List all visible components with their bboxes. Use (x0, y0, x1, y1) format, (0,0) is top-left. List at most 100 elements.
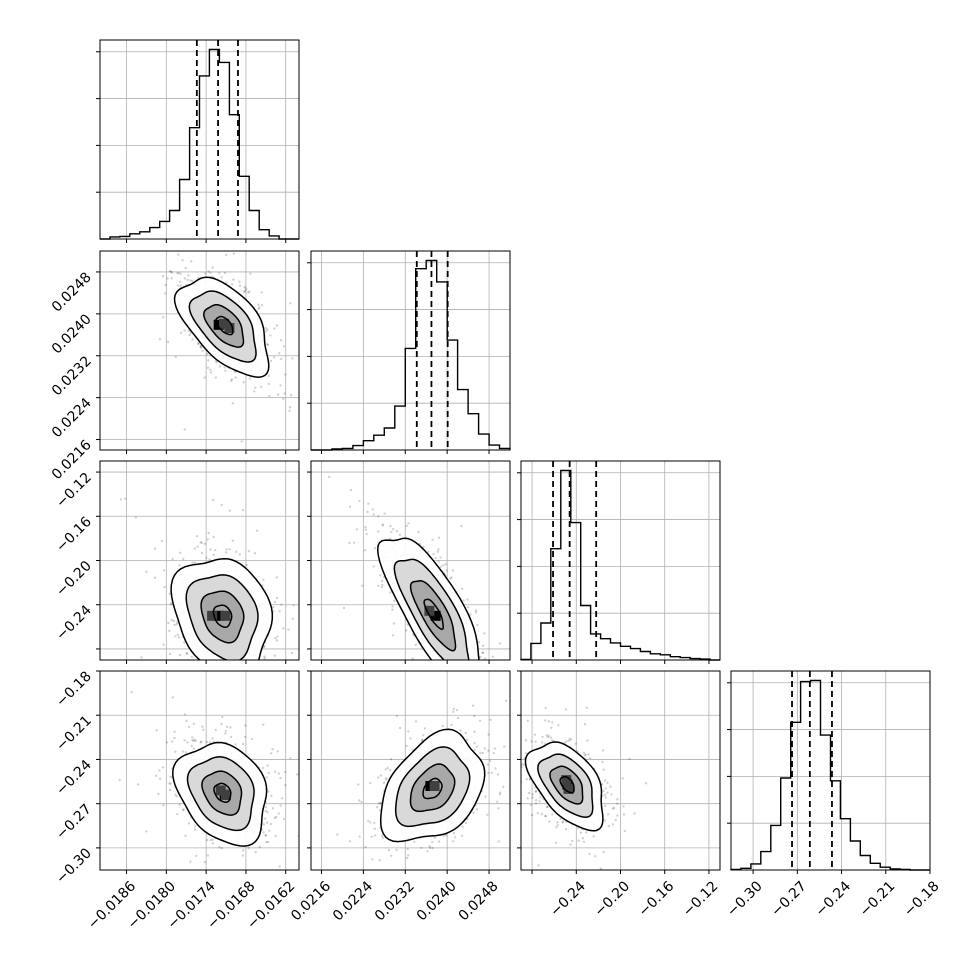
sample-point (250, 737, 254, 741)
sample-point (475, 745, 479, 748)
sample-point (266, 840, 270, 844)
sample-point (431, 840, 434, 844)
sample-point (363, 549, 367, 552)
sample-point (431, 538, 434, 542)
sample-point (307, 843, 309, 845)
sample-point (437, 548, 440, 551)
sample-point (244, 724, 247, 727)
sample-point (481, 695, 483, 697)
sample-point (405, 856, 409, 860)
sample-point (433, 681, 435, 683)
sample-point (431, 846, 434, 850)
sample-point (481, 721, 483, 723)
sample-point (439, 565, 442, 568)
sample-point (474, 677, 476, 679)
sample-point (257, 303, 260, 306)
sample-point (179, 272, 182, 275)
sample-point (218, 846, 221, 849)
sample-point (254, 851, 257, 854)
sample-point (232, 252, 235, 255)
sample-point (266, 343, 270, 347)
sample-point (211, 737, 214, 740)
sample-point (478, 812, 480, 814)
sample-point (466, 885, 468, 887)
sample-point (414, 643, 417, 647)
sample-point (183, 329, 186, 332)
sample-point (176, 633, 180, 636)
sample-point (221, 715, 224, 719)
sample-point (481, 693, 483, 695)
sample-point (205, 556, 208, 559)
sample-point (189, 279, 192, 282)
sample-point (248, 290, 251, 293)
sample-point (161, 766, 165, 769)
sample-point (481, 651, 484, 654)
sample-point (331, 455, 333, 457)
sample-point (409, 737, 412, 740)
sample-point (478, 719, 482, 722)
sample-point (515, 739, 517, 741)
density-layer (118, 691, 309, 881)
sample-point (373, 821, 376, 825)
sample-point (267, 374, 271, 377)
sample-point (540, 813, 544, 816)
sample-point (145, 830, 148, 833)
contour-line (379, 728, 486, 843)
sample-point (443, 697, 445, 699)
sample-point (280, 357, 283, 361)
sample-point (342, 606, 346, 610)
sample-point (463, 687, 465, 689)
sample-point (238, 553, 242, 556)
sample-point (373, 827, 376, 830)
contour-line (213, 782, 232, 803)
scatter-panel-4-3 (478, 670, 721, 871)
sample-point (220, 722, 223, 726)
sample-point (203, 542, 207, 545)
contour-line (185, 574, 259, 660)
sample-point (444, 676, 446, 678)
sample-point (162, 643, 165, 646)
sample-point (164, 292, 167, 295)
sample-point (211, 842, 214, 845)
sample-point (349, 488, 353, 492)
sample-point (201, 668, 203, 670)
sample-point (381, 524, 384, 527)
sample-point (171, 696, 174, 699)
sample-point (483, 632, 486, 635)
sample-point (452, 707, 455, 711)
sample-point (279, 339, 283, 342)
sample-point (248, 377, 252, 380)
sample-point (183, 641, 186, 644)
sample-point (271, 807, 275, 810)
sample-point (199, 345, 202, 348)
sample-point (169, 602, 173, 605)
sample-point (461, 676, 463, 678)
histogram-step (311, 259, 511, 451)
sample-point (437, 560, 440, 563)
sample-point (472, 704, 475, 707)
sample-point (372, 513, 375, 516)
density-peak-bin (213, 610, 224, 621)
density-peak-bin (224, 323, 235, 333)
sample-point (379, 801, 382, 805)
sample-point (469, 675, 471, 677)
sample-point (476, 623, 479, 627)
sample-point (241, 854, 244, 857)
sample-point (475, 808, 479, 811)
sample-point (391, 605, 394, 608)
sample-point (377, 515, 380, 518)
sample-point (277, 812, 280, 815)
sample-point (183, 428, 186, 431)
sample-point (159, 879, 161, 881)
sample-point (274, 770, 277, 773)
sample-point (500, 724, 502, 726)
sample-point (199, 345, 202, 348)
sample-point (184, 266, 187, 270)
sample-point (186, 741, 189, 744)
sample-point (471, 688, 473, 690)
sample-point (381, 583, 384, 587)
sample-point (466, 694, 468, 696)
sample-point (271, 748, 274, 751)
sample-point (178, 803, 181, 806)
sample-point (193, 561, 197, 564)
